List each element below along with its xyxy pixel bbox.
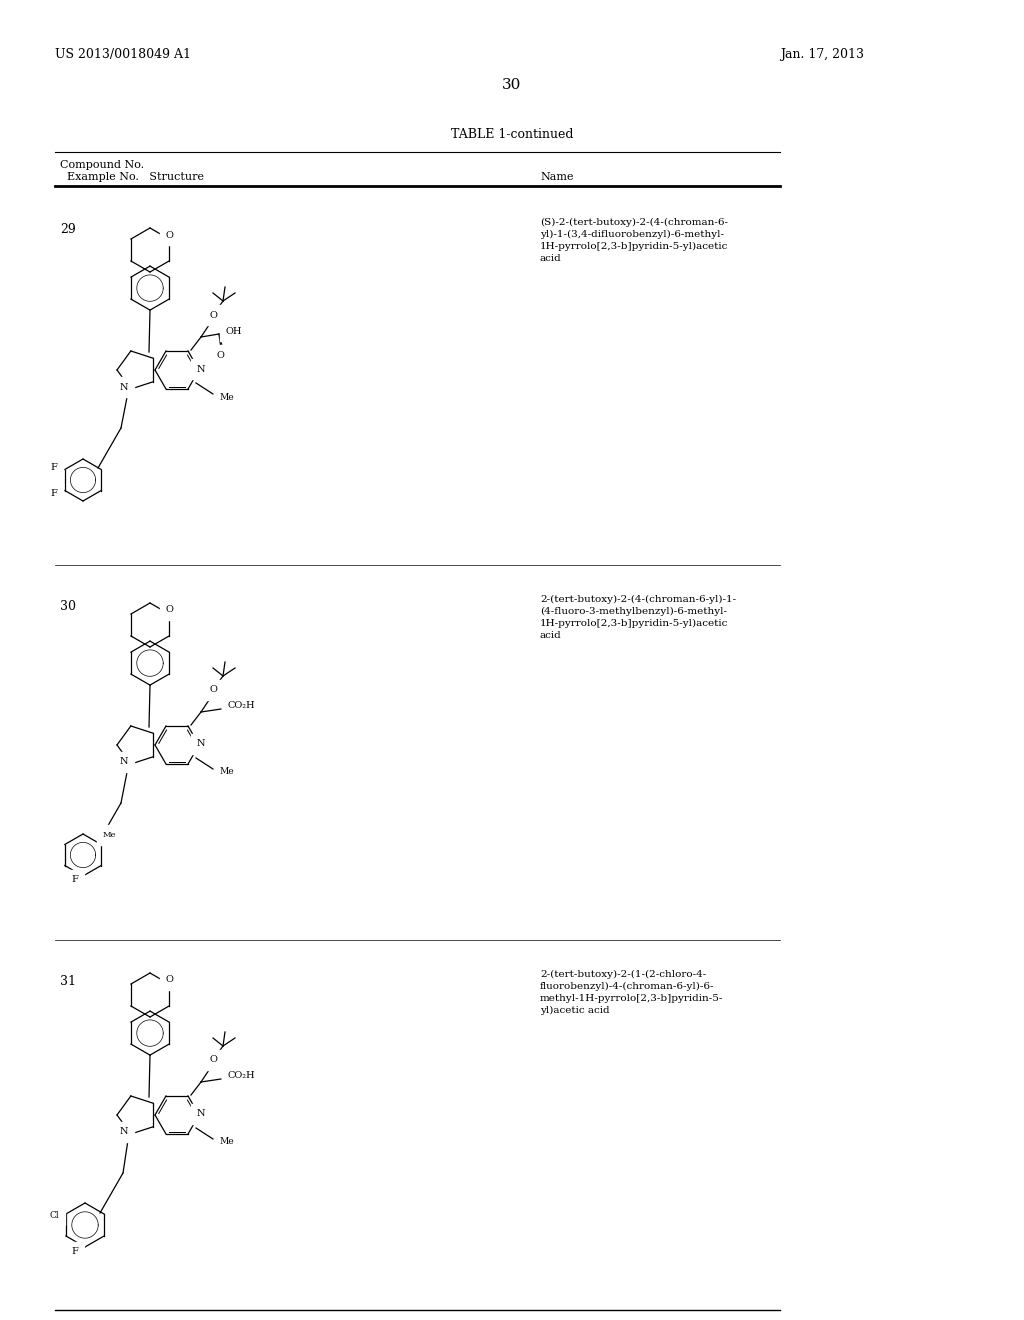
Text: N: N — [120, 383, 128, 392]
Text: Name: Name — [540, 172, 573, 182]
Text: 29: 29 — [60, 223, 76, 236]
Text: O: O — [165, 231, 173, 239]
Text: US 2013/0018049 A1: US 2013/0018049 A1 — [55, 48, 191, 61]
Text: O: O — [209, 685, 217, 694]
Text: CO₂H: CO₂H — [228, 701, 256, 710]
Text: O: O — [216, 351, 224, 359]
Text: F: F — [72, 1247, 79, 1257]
Text: TABLE 1-continued: TABLE 1-continued — [451, 128, 573, 141]
Text: F: F — [72, 875, 79, 884]
Text: F: F — [50, 488, 57, 498]
Text: CO₂H: CO₂H — [228, 1072, 256, 1081]
Text: Me: Me — [220, 1138, 234, 1147]
Text: 31: 31 — [60, 975, 76, 987]
Text: 30: 30 — [503, 78, 521, 92]
Text: Compound No.: Compound No. — [60, 160, 144, 170]
Text: N: N — [197, 739, 205, 748]
Text: OH: OH — [226, 326, 243, 335]
Text: Cl: Cl — [49, 1210, 59, 1220]
Text: N: N — [120, 758, 128, 767]
Text: Me: Me — [103, 832, 117, 840]
Text: 2-(tert-butoxy)-2-(1-(2-chloro-4-
fluorobenzyl)-4-(chroman-6-yl)-6-
methyl-1H-py: 2-(tert-butoxy)-2-(1-(2-chloro-4- fluoro… — [540, 970, 723, 1015]
Text: 30: 30 — [60, 601, 76, 612]
Text: N: N — [197, 364, 205, 374]
Text: O: O — [165, 606, 173, 615]
Text: O: O — [209, 1056, 217, 1064]
Text: O: O — [165, 975, 173, 985]
Text: N: N — [197, 1110, 205, 1118]
Text: F: F — [50, 463, 57, 473]
Text: O: O — [209, 310, 217, 319]
Text: 2-(tert-butoxy)-2-(4-(chroman-6-yl)-1-
(4-fluoro-3-methylbenzyl)-6-methyl-
1H-py: 2-(tert-butoxy)-2-(4-(chroman-6-yl)-1- (… — [540, 595, 736, 640]
Text: (S)-2-(tert-butoxy)-2-(4-(chroman-6-
yl)-1-(3,4-difluorobenzyl)-6-methyl-
1H-pyr: (S)-2-(tert-butoxy)-2-(4-(chroman-6- yl)… — [540, 218, 728, 263]
Text: N: N — [120, 1127, 128, 1137]
Text: Me: Me — [220, 392, 234, 401]
Text: Jan. 17, 2013: Jan. 17, 2013 — [780, 48, 864, 61]
Text: Example No.   Structure: Example No. Structure — [60, 172, 204, 182]
Text: Me: Me — [220, 767, 234, 776]
